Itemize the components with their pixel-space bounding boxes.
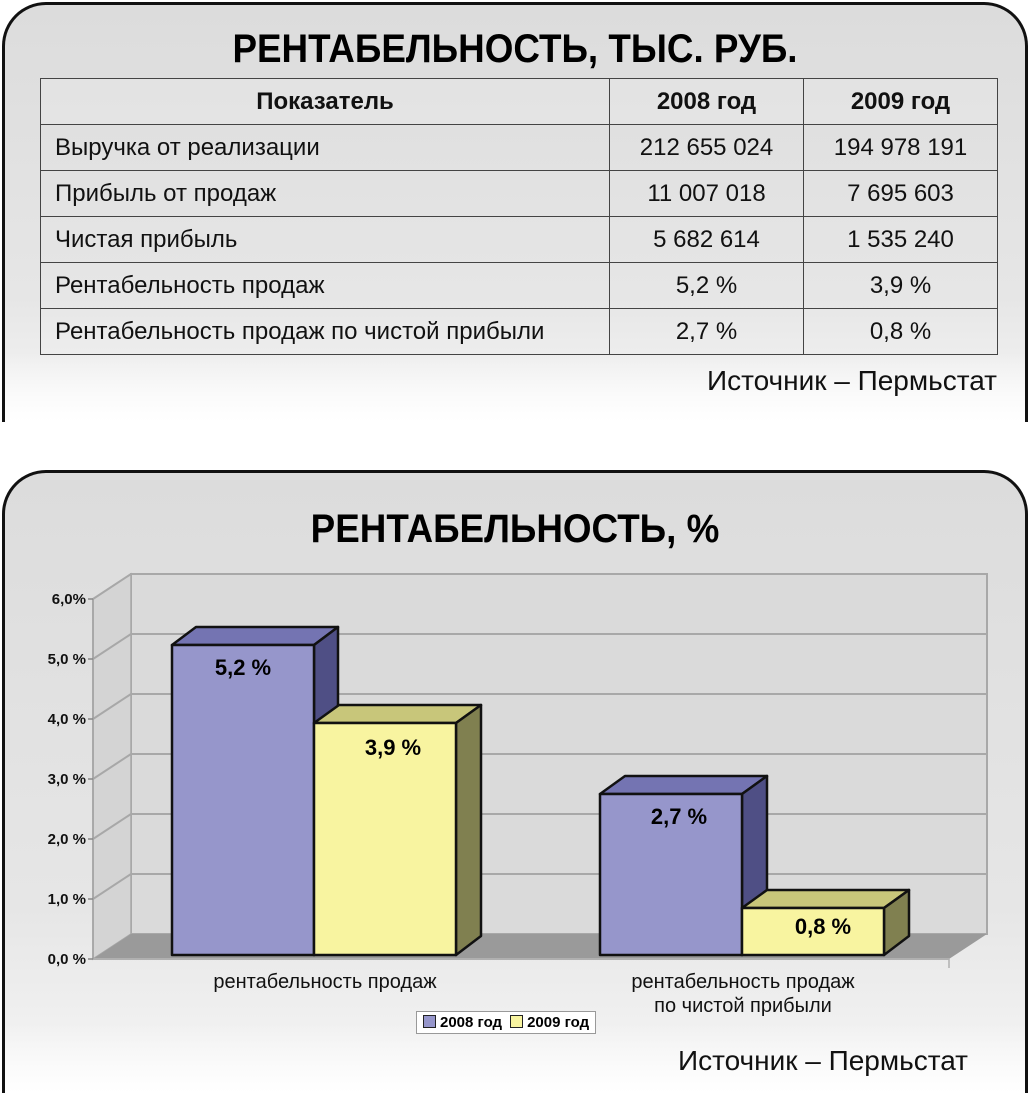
cell-2009: 0,8 % [803,308,998,355]
table-row: Рентабельность продаж по чистой прибыли … [40,308,998,355]
y-tick-1: 1,0 % [47,891,86,908]
cell-2008: 5 682 614 [609,216,804,263]
row-label: Рентабельность продаж [40,262,610,309]
y-tick-5: 5,0 % [47,651,86,668]
row-label: Рентабельность продаж по чистой прибыли [40,308,610,355]
cell-2008: 5,2 % [609,262,804,309]
legend-label: 2008 год [440,1014,503,1031]
bar-label-2009-net: 0,8 % [794,914,852,939]
table-row: Выручка от реализации 212 655 024 194 97… [40,124,998,171]
cell-2008: 2,7 % [609,308,804,355]
table-row: Рентабельность продаж 5,2 % 3,9 % [40,262,998,309]
legend-item-2008: 2008 год [423,1014,502,1031]
legend-label: 2009 год [527,1014,590,1031]
table-row: Прибыль от продаж 11 007 018 7 695 603 [40,170,998,217]
table-source: Источник – Пермьстат [706,365,997,396]
chart-source: Источник – Пермьстат [677,1045,968,1076]
y-tick-2: 2,0 % [47,831,86,848]
bar-label-2008-net: 2,7 % [650,804,708,829]
y-tick-3: 3,0 % [47,771,86,788]
header-2009: 2009 год [803,78,998,125]
category-line: по чистой прибыли [654,995,832,1017]
row-label: Выручка от реализации [40,124,610,171]
table-title: РЕНТАБЕЛЬНОСТЬ, ТЫС. РУБ. [232,27,798,71]
cell-2009: 194 978 191 [803,124,998,171]
y-tick-4: 4,0 % [47,711,86,728]
header-2008: 2008 год [609,78,804,125]
bar-2008-net [598,774,769,957]
cell-2009: 7 695 603 [803,170,998,217]
row-label: Прибыль от продаж [40,170,610,217]
legend-item-2009: 2009 год [510,1014,589,1031]
bar-2009-sales [312,703,483,957]
y-tick-0: 0,0 % [47,951,86,968]
category-label-net: рентабельность продаж по чистой прибыли [588,970,898,1018]
row-label: Чистая прибыль [40,216,610,263]
bar-label-2008-sales: 5,2 % [214,655,272,680]
table-panel: РЕНТАБЕЛЬНОСТЬ, ТЫС. РУБ. Показатель 200… [2,2,1028,422]
profitability-table: Показатель 2008 год 2009 год Выручка от … [40,78,998,355]
chart-title: РЕНТАБЕЛЬНОСТЬ, % [310,507,720,551]
legend-swatch-2008 [423,1015,436,1028]
panel-fade [5,352,1025,422]
category-line: рентабельность продаж [213,971,437,993]
category-label-sales: рентабельность продаж [170,970,480,994]
y-tick-6: 6,0% [51,591,86,608]
table-row: Чистая прибыль 5 682 614 1 535 240 [40,216,998,263]
chart-legend: 2008 год 2009 год [416,1011,597,1034]
bar-2009-net [740,888,911,957]
bar-label-2009-sales: 3,9 % [364,735,422,760]
legend-swatch-2009 [510,1015,524,1028]
cell-2008: 212 655 024 [609,124,804,171]
category-line: рентабельность продаж [631,971,855,993]
panel-fade [5,1023,1025,1093]
cell-2008: 11 007 018 [609,170,804,217]
